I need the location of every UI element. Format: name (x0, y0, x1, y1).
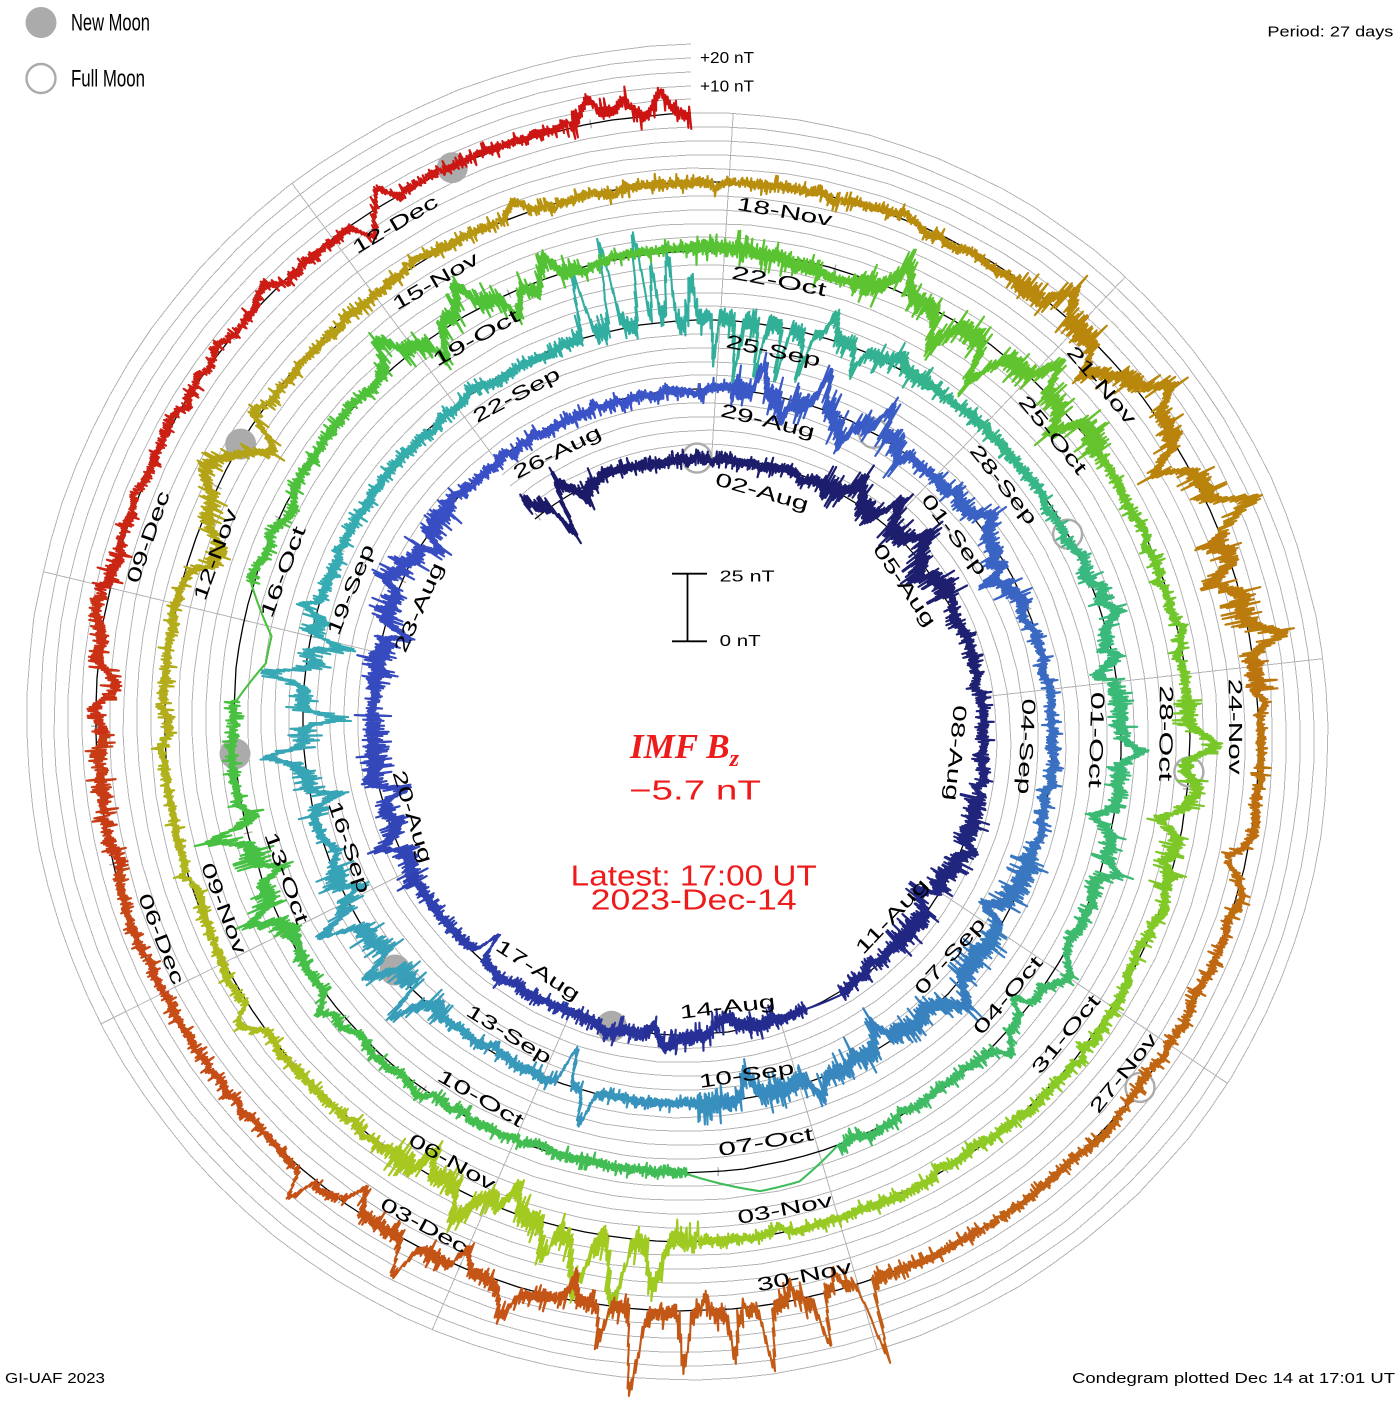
svg-text:0 nT: 0 nT (720, 633, 761, 650)
svg-text:Condegram plotted Dec 14 at 17: Condegram plotted Dec 14 at 17:01 UT (1072, 1371, 1395, 1387)
svg-text:24-Nov: 24-Nov (1224, 679, 1246, 776)
svg-text:New Moon: New Moon (71, 10, 150, 37)
svg-text:25 nT: 25 nT (720, 568, 775, 585)
svg-text:GI-UAF 2023: GI-UAF 2023 (5, 1371, 105, 1387)
svg-text:−5.7 nT: −5.7 nT (629, 775, 761, 806)
svg-text:2023-Dec-14: 2023-Dec-14 (591, 885, 797, 917)
svg-text:+20 nT: +20 nT (700, 50, 755, 67)
svg-text:28-Oct: 28-Oct (1154, 685, 1176, 782)
svg-text:Period: 27 days: Period: 27 days (1267, 25, 1393, 41)
svg-text:Full Moon: Full Moon (71, 66, 145, 93)
svg-text:+10 nT: +10 nT (700, 79, 755, 96)
svg-text:IMF Bz: IMF Bz (629, 727, 740, 772)
svg-text:01-Oct: 01-Oct (1084, 692, 1108, 790)
